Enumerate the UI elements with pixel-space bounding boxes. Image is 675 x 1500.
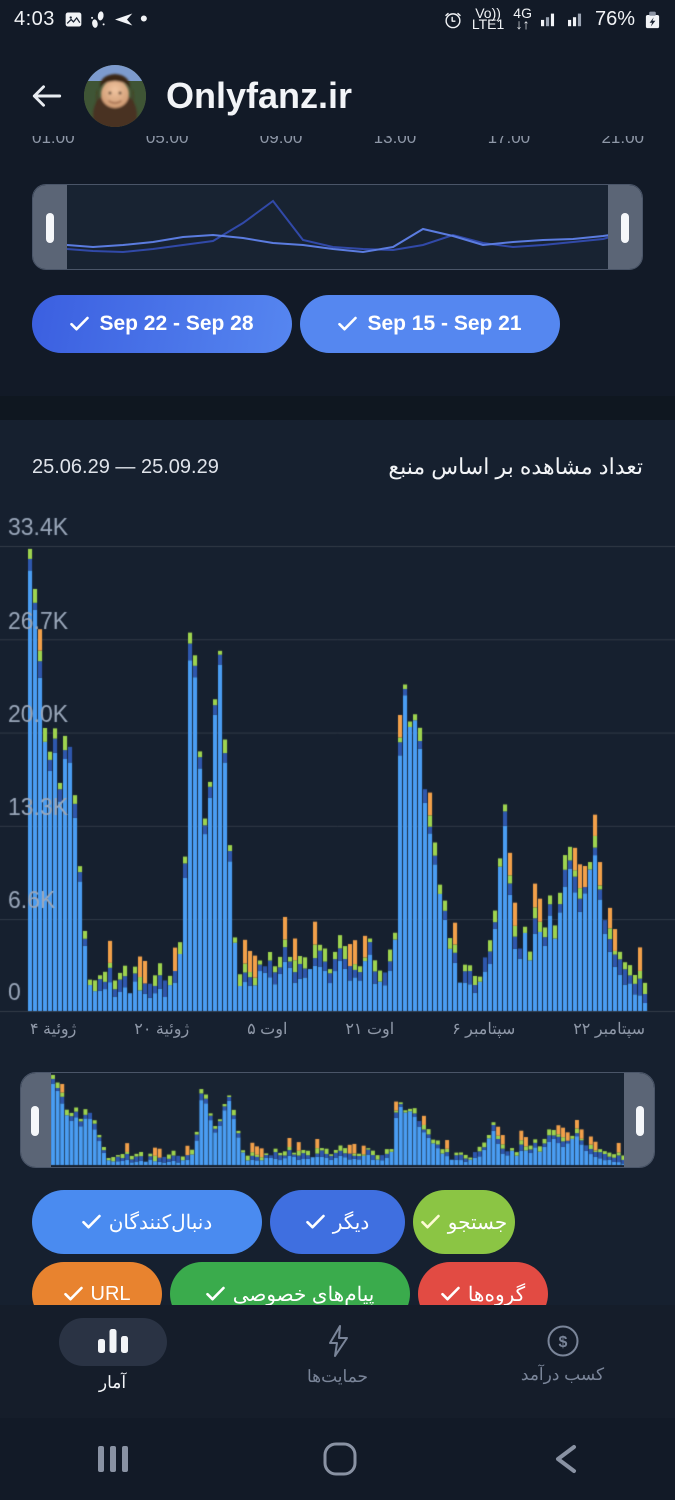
svg-text:$: $ (558, 1334, 567, 1351)
